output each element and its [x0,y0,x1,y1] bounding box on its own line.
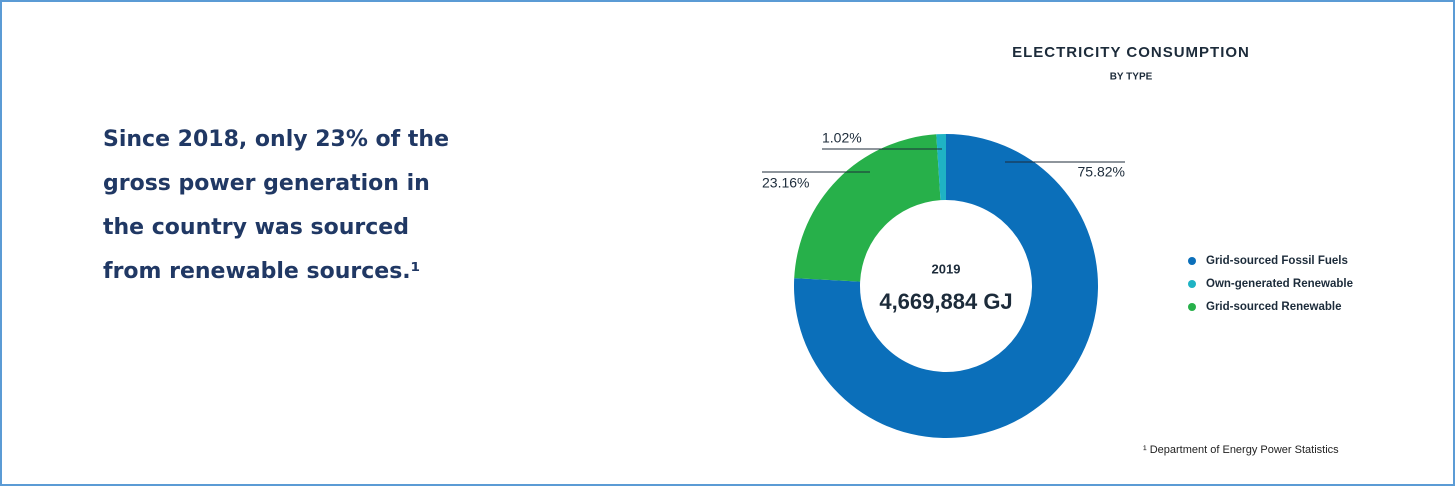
legend-label: Grid-sourced Fossil Fuels [1206,255,1348,267]
footnote: ¹ Department of Energy Power Statistics [1143,444,1339,456]
center-title: 2019 [932,261,961,276]
legend-label: Grid-sourced Renewable [1206,301,1341,313]
legend-marker [1188,257,1196,265]
lead-text: Since 2018, only 23% of the gross power … [103,127,449,284]
value-label: 23.16% [762,175,809,191]
legend-label: Own-generated Renewable [1206,278,1353,290]
donut-slice [794,134,1099,438]
center-text: 4,669,884 GJ [879,289,1012,314]
legend-marker [1188,280,1196,288]
donut-slice [794,134,941,282]
chart-title: ELECTRICITY CONSUMPTION [1012,44,1250,61]
legend-marker [1188,303,1196,311]
value-label: 1.02% [822,130,862,146]
value-label: 75.82% [1078,164,1125,180]
chart-subtitle: BY TYPE [1110,72,1153,83]
donut-slice [936,134,946,201]
